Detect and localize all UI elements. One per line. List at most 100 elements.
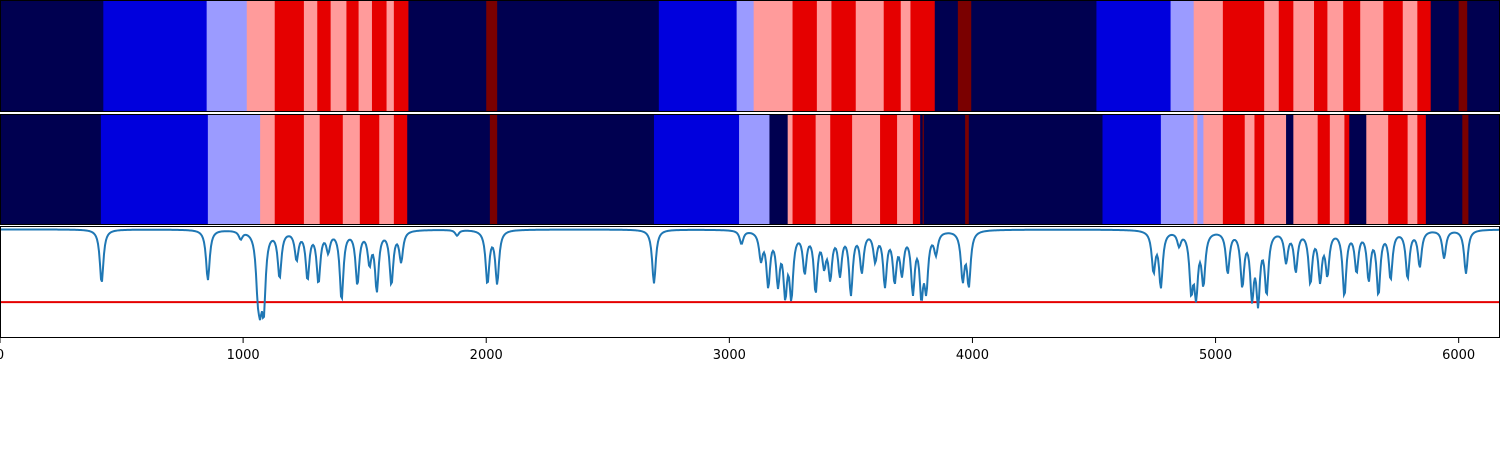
heatmap-cell (1329, 114, 1345, 225)
heatmap-cell (1193, 0, 1224, 112)
heatmap-cell (379, 114, 395, 225)
heatmap-cell (303, 114, 321, 225)
heatmap-cell (1096, 0, 1171, 112)
heatmap-cell (653, 114, 740, 225)
heatmap-cell (497, 0, 660, 112)
heatmap-cell (1388, 114, 1409, 225)
heatmap-cell (1244, 114, 1255, 225)
x-tick-label: 5000 (1199, 348, 1232, 363)
heatmap-cell (910, 0, 936, 112)
heatmap-cell (371, 0, 387, 112)
heatmap-cell (386, 0, 395, 112)
heatmap-row-middle (0, 114, 1500, 225)
heatmap-cell (815, 114, 831, 225)
heatmap-cell (1383, 0, 1404, 112)
heatmap-cell (246, 0, 276, 112)
x-tick-label: 0 (0, 348, 4, 363)
heatmap-cell (1264, 0, 1280, 112)
heatmap-cell (206, 0, 248, 112)
heatmap-cell (408, 0, 487, 112)
heatmap-cell (330, 0, 347, 112)
line-panel (0, 226, 1500, 338)
heatmap-cell (1102, 114, 1162, 225)
heatmap-cell (965, 114, 970, 225)
heatmap-cell (922, 114, 925, 225)
heatmap-cell (1366, 114, 1389, 225)
x-tick-label: 2000 (470, 348, 503, 363)
heatmap-cell (658, 0, 738, 112)
heatmap-cell (880, 114, 898, 225)
heatmap-cell (792, 0, 818, 112)
heatmap-cell (486, 0, 498, 112)
heatmap-cell (769, 114, 789, 225)
heatmap-cell (787, 114, 793, 225)
heatmap-cell (1286, 114, 1294, 225)
heatmap-cell (489, 114, 498, 225)
heatmap-cell (1458, 0, 1468, 112)
x-tick-label: 3000 (713, 348, 746, 363)
heatmap-cell (1327, 0, 1344, 112)
heatmap-cell (342, 114, 361, 225)
heatmap-cell (968, 114, 1103, 225)
heatmap-cell (816, 0, 832, 112)
heatmap-cell (1314, 0, 1328, 112)
heatmap-cell (831, 0, 857, 112)
heatmap-cell (303, 0, 318, 112)
heatmap-cell (1425, 114, 1463, 225)
heatmap-cell (1222, 114, 1246, 225)
heatmap-row-top (0, 0, 1500, 112)
heatmap-cell (1170, 0, 1195, 112)
heatmap-cell (739, 114, 770, 225)
heatmap-cell (1344, 114, 1350, 225)
heatmap-cell (1407, 114, 1418, 225)
heatmap-cell (1278, 0, 1294, 112)
heatmap-cell (897, 114, 914, 225)
heatmap-cell (317, 0, 332, 112)
heatmap-cell (1264, 114, 1287, 225)
heatmap-cell (1402, 0, 1418, 112)
heatmap-cell (855, 0, 885, 112)
heatmap-cell (1343, 0, 1361, 112)
heatmap-cell (736, 0, 755, 112)
heatmap-cell (207, 114, 261, 225)
heatmap-cell (934, 0, 959, 112)
heatmap-cell (1160, 114, 1195, 225)
heatmap-cell (393, 0, 409, 112)
heatmap-cell (103, 0, 208, 112)
heatmap-cell (900, 0, 911, 112)
heatmap-cell (100, 114, 209, 225)
heatmap-cell (1468, 114, 1500, 225)
heatmap-cell (274, 0, 305, 112)
heatmap-cell (920, 114, 924, 225)
heatmap-cell (957, 0, 972, 112)
x-tick-label: 6000 (1442, 348, 1475, 363)
heatmap-cell (407, 114, 491, 225)
heatmap-cell (1222, 0, 1265, 112)
heatmap-cell (1430, 0, 1460, 112)
x-tick-label: 4000 (956, 348, 989, 363)
heatmap-cell (852, 114, 881, 225)
heatmap-cell (359, 114, 380, 225)
line-panel-background (0, 226, 1500, 338)
heatmap-cell (274, 114, 305, 225)
heatmap-cell (923, 114, 966, 225)
heatmap-cell (883, 0, 902, 112)
heatmap-cell (0, 0, 104, 112)
heatmap-cell (1349, 114, 1367, 225)
heatmap-cell (753, 0, 793, 112)
heatmap-cell (830, 114, 853, 225)
heatmap-cell (1360, 0, 1384, 112)
heatmap-cell (1462, 114, 1469, 225)
heatmap-cell (1317, 114, 1331, 225)
heatmap-cell (1203, 114, 1224, 225)
heatmap-cell (1467, 0, 1500, 112)
signal-line (0, 228, 1500, 321)
heatmap-cell (497, 114, 655, 225)
heatmap-cell (792, 114, 817, 225)
heatmap-cell (393, 114, 408, 225)
x-tick-label: 1000 (227, 348, 260, 363)
heatmap-cell (1254, 114, 1265, 225)
heatmap-cell (1197, 114, 1204, 225)
x-axis: 0 1000 2000 3000 4000 5000 6000 (0, 338, 1475, 363)
